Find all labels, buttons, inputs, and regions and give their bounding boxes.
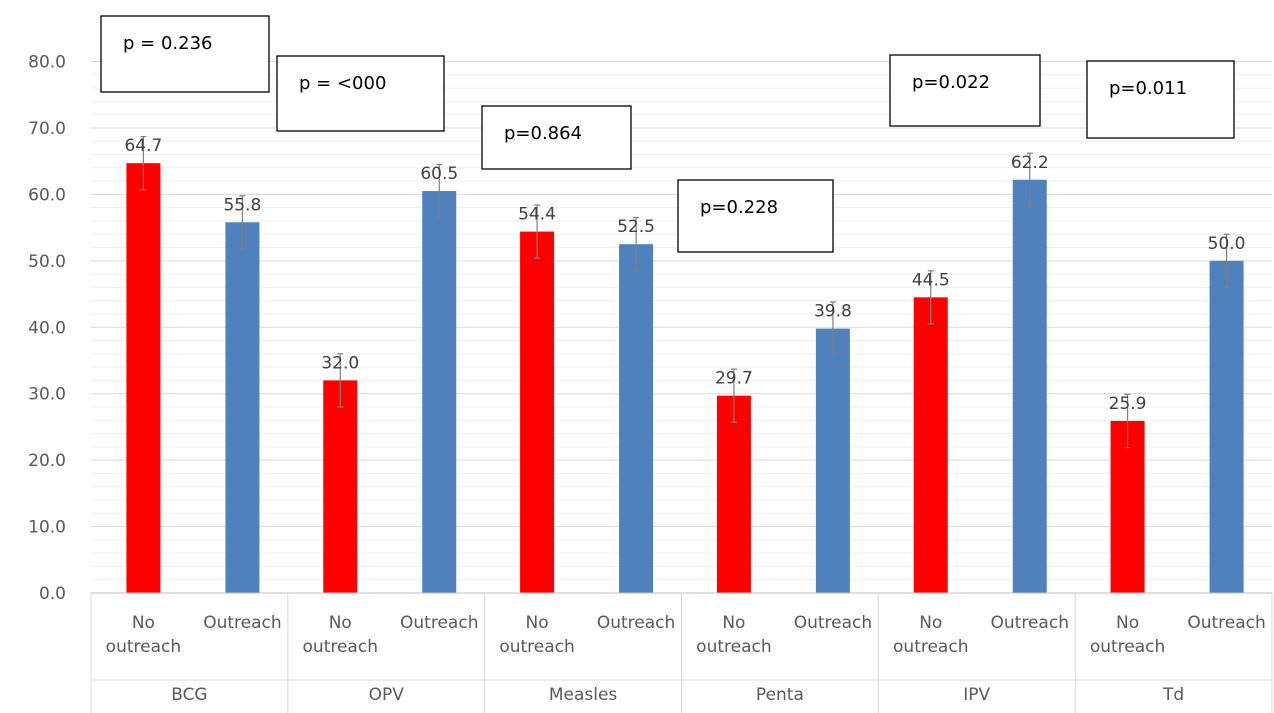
bar — [815, 328, 850, 593]
group-label: OPV — [369, 685, 405, 705]
bar — [126, 163, 161, 594]
bar — [716, 395, 751, 593]
bar — [1110, 420, 1145, 593]
p-value-box-frame — [677, 179, 834, 253]
subcategory-label: No outreach — [106, 613, 181, 657]
bar — [619, 244, 654, 593]
subcategory-label-line: outreach — [303, 637, 378, 657]
data-label: 64.7 — [124, 136, 162, 156]
p-value-text: p=0.011 — [1109, 78, 1187, 99]
data-label: 54.4 — [518, 205, 556, 225]
subcategory-label-line: outreach — [893, 637, 968, 657]
bar — [1012, 179, 1047, 594]
group-label: Measles — [549, 685, 618, 705]
p-value-box-frame — [889, 54, 1041, 127]
subcategory-label: No outreach — [499, 613, 574, 657]
bar — [323, 380, 358, 593]
subcategory-label: No outreach — [893, 613, 968, 657]
subcategory-label-line: Outreach — [794, 613, 872, 633]
y-tick-label: 80.0 — [28, 53, 66, 73]
p-value-box: p = 0.236 — [100, 15, 270, 93]
bar — [1209, 260, 1244, 593]
subcategory-label: Outreach — [991, 613, 1069, 633]
data-label: 50.0 — [1208, 234, 1246, 254]
data-labels: 64.7 55.8 32.0 60.5 54.4 52.5 29.7 39.8 44.5 62.2… — [124, 136, 1245, 414]
subcategory-label: No outreach — [696, 613, 771, 657]
y-tick-label: 40.0 — [28, 318, 66, 338]
subcategory-label: Outreach — [597, 613, 675, 633]
y-tick-label: 10.0 — [28, 518, 66, 538]
bars — [126, 163, 1244, 594]
data-label: 52.5 — [617, 217, 655, 237]
subcategory-label-line: outreach — [499, 637, 574, 657]
data-label: 32.0 — [321, 353, 359, 373]
subcategory-label: No outreach — [303, 613, 378, 657]
subcategory-label-line: No — [919, 613, 942, 633]
bar — [225, 222, 260, 593]
data-label: 29.7 — [715, 369, 753, 389]
group-label: BCG — [171, 685, 207, 705]
subcategory-label-line: Outreach — [203, 613, 281, 633]
p-value-box: p=0.228 — [677, 179, 834, 253]
subcategory-label: Outreach — [203, 613, 281, 633]
y-tick-label: 20.0 — [28, 451, 66, 471]
subcategory-label-line: outreach — [106, 637, 181, 657]
subcategory-label: No outreach — [1090, 613, 1165, 657]
error-bars — [140, 135, 1230, 449]
group-label: Td — [1162, 685, 1184, 705]
subcategory-label-line: Outreach — [597, 613, 675, 633]
y-tick-label: 0.0 — [39, 584, 66, 604]
p-value-box-frame — [481, 105, 632, 170]
p-value-text: p = 0.236 — [123, 33, 212, 54]
group-label: IPV — [963, 685, 990, 705]
p-value-box-frame — [100, 15, 270, 93]
subcategory-label: Outreach — [794, 613, 872, 633]
subcategory-label-line: No — [526, 613, 549, 633]
p-value-box-frame — [1086, 60, 1235, 139]
p-value-box-frame — [276, 55, 445, 132]
subcategory-label-line: No — [722, 613, 745, 633]
p-value-box: p=0.022 — [889, 54, 1041, 127]
subcategory-label-line: Outreach — [1187, 613, 1265, 633]
subcategory-label-line: Outreach — [991, 613, 1069, 633]
x-axis: No outreach Outreach BCG No outreach Outreach O… — [90, 592, 1273, 713]
subcategory-label: Outreach — [1187, 613, 1265, 633]
bar — [913, 297, 948, 593]
group-label: Penta — [756, 685, 804, 705]
p-value-boxes: p = 0.236 p = <000 p=0.864 p=0.228 p=0.022 p=… — [100, 15, 1235, 253]
subcategory-label: Outreach — [400, 613, 478, 633]
data-label: 44.5 — [912, 270, 950, 290]
data-label: 62.2 — [1011, 153, 1049, 173]
subcategory-label-line: No — [329, 613, 352, 633]
subcategory-label-line: outreach — [1090, 637, 1165, 657]
subcategory-label-line: Outreach — [400, 613, 478, 633]
y-tick-label: 60.0 — [28, 185, 66, 205]
bar — [422, 191, 457, 593]
gridlines — [91, 61, 1272, 581]
p-value-text: p=0.022 — [912, 72, 990, 93]
subcategory-label-line: No — [1116, 613, 1139, 633]
y-axis: 0.0 10.0 20.0 30.0 40.0 50.0 60.0 70.0 80.0 — [28, 53, 66, 605]
p-value-text: p = <000 — [299, 73, 386, 94]
subcategory-label-line: outreach — [696, 637, 771, 657]
subcategory-label-line: No — [132, 613, 155, 633]
p-value-text: p=0.228 — [700, 197, 778, 218]
data-label: 55.8 — [223, 195, 261, 215]
p-value-text: p=0.864 — [504, 123, 582, 144]
y-tick-label: 50.0 — [28, 252, 66, 272]
p-value-box: p=0.864 — [481, 105, 632, 170]
y-tick-label: 30.0 — [28, 385, 66, 405]
bar — [520, 231, 555, 593]
data-label: 39.8 — [814, 302, 852, 322]
y-tick-label: 70.0 — [28, 119, 66, 139]
data-label: 25.9 — [1109, 394, 1147, 414]
p-value-box: p = <000 — [276, 55, 445, 132]
data-label: 60.5 — [420, 164, 458, 184]
p-value-box: p=0.011 — [1086, 60, 1235, 139]
